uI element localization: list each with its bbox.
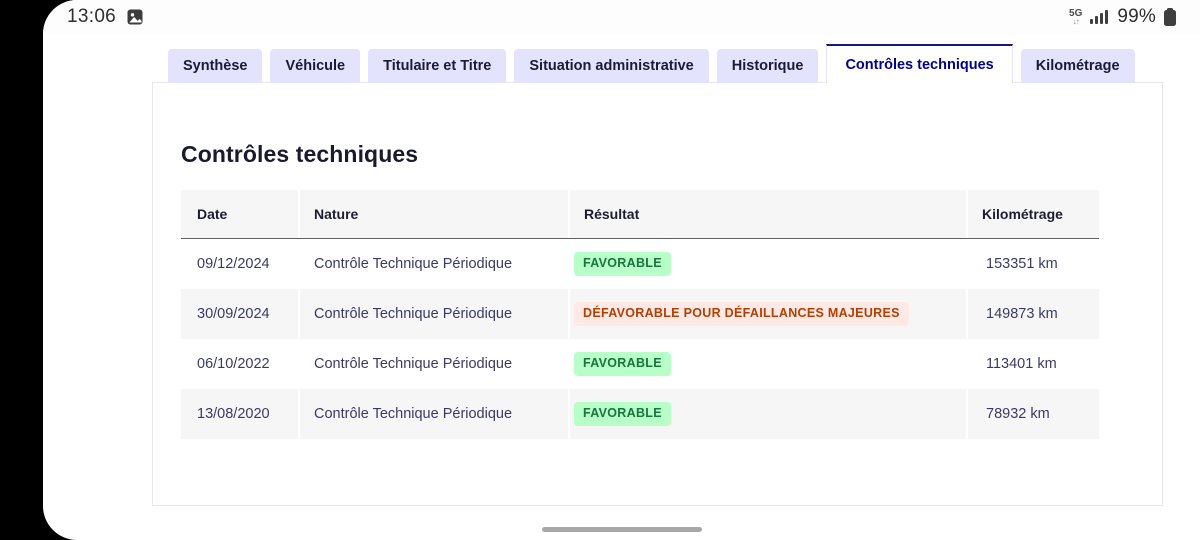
cell-kilometrage: 149873 km (966, 289, 1099, 339)
cell-nature: Contrôle Technique Périodique (298, 289, 568, 339)
table-row: 30/09/2024 Contrôle Technique Périodique D… (181, 289, 1099, 339)
updown-arrows-icon: ↓↑ (1072, 16, 1080, 26)
table-body: 09/12/2024 Contrôle Technique Périodique F… (181, 239, 1099, 439)
table-row: 09/12/2024 Contrôle Technique Périodique F… (181, 239, 1099, 289)
tab-bar: Synthèse Véhicule Titulaire et Titre Situat… (168, 44, 1135, 83)
technical-inspections-table: Date Nature Résultat Kilométrage 09/12/2… (181, 190, 1099, 439)
tab-controles-techniques[interactable]: Contrôles techniques (826, 44, 1013, 83)
cell-date: 09/12/2024 (197, 256, 270, 272)
cell-kilometrage: 113401 km (966, 339, 1099, 389)
tab-vehicule[interactable]: Véhicule (270, 49, 361, 83)
result-badge: FAVORABLE (574, 252, 671, 276)
result-badge: DÉFAVORABLE POUR DÉFAILLANCES MAJEURES (574, 302, 909, 326)
signal-strength-icon (1090, 10, 1109, 24)
column-header-resultat: Résultat (568, 190, 966, 238)
battery-icon (1164, 7, 1176, 27)
cell-kilometrage: 78932 km (966, 389, 1099, 439)
result-badge: FAVORABLE (574, 402, 671, 426)
tab-titulaire-et-titre[interactable]: Titulaire et Titre (368, 49, 507, 83)
photo-notification-icon (125, 7, 145, 27)
status-bar: 13:06 5G ↓↑ 99% (43, 0, 1200, 34)
cell-resultat: FAVORABLE (568, 239, 966, 289)
cell-date: 30/09/2024 (197, 306, 270, 322)
phone-screen: 13:06 5G ↓↑ 99% Synthèse Véhicule Titulair… (43, 0, 1200, 540)
table-row: 13/08/2020 Contrôle Technique Périodique F… (181, 389, 1099, 439)
cell-nature: Contrôle Technique Périodique (298, 239, 568, 289)
clock-label: 13:06 (67, 6, 117, 27)
page-title: Contrôles techniques (181, 141, 419, 167)
cell-resultat: FAVORABLE (568, 389, 966, 439)
table-header-row: Date Nature Résultat Kilométrage (181, 190, 1099, 239)
tab-situation-administrative[interactable]: Situation administrative (514, 49, 709, 83)
cell-date: 13/08/2020 (197, 406, 270, 422)
status-bar-right: 5G ↓↑ 99% (1069, 6, 1176, 28)
tab-panel-controles-techniques: Contrôles techniques Date Nature Résulta… (152, 82, 1163, 506)
tab-synthese[interactable]: Synthèse (168, 49, 263, 83)
cell-nature: Contrôle Technique Périodique (298, 339, 568, 389)
column-header-nature: Nature (298, 190, 568, 238)
tab-historique[interactable]: Historique (716, 49, 819, 83)
battery-percent-label: 99% (1117, 6, 1156, 27)
column-header-kilometrage: Kilométrage (966, 190, 1099, 238)
cell-nature: Contrôle Technique Périodique (298, 389, 568, 439)
network-5g-icon: 5G ↓↑ (1069, 7, 1083, 26)
result-badge: FAVORABLE (574, 352, 671, 376)
cell-resultat: FAVORABLE (568, 339, 966, 389)
cell-kilometrage: 153351 km (966, 239, 1099, 289)
cell-resultat: DÉFAVORABLE POUR DÉFAILLANCES MAJEURES (568, 289, 966, 339)
gesture-bar-handle[interactable] (541, 527, 702, 532)
status-bar-left: 13:06 (67, 6, 145, 28)
cell-date: 06/10/2022 (197, 356, 270, 372)
column-header-date: Date (197, 206, 228, 222)
tab-kilometrage[interactable]: Kilométrage (1020, 49, 1135, 83)
table-row: 06/10/2022 Contrôle Technique Périodique F… (181, 339, 1099, 389)
